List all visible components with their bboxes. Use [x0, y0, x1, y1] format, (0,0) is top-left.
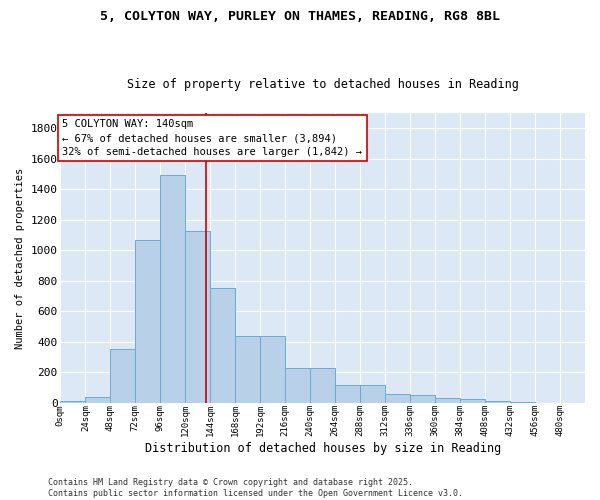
Bar — [135, 240, 160, 403]
Title: Size of property relative to detached houses in Reading: Size of property relative to detached ho… — [127, 78, 518, 91]
Bar — [510, 402, 535, 403]
Bar — [110, 348, 135, 403]
Bar — [460, 399, 485, 403]
X-axis label: Distribution of detached houses by size in Reading: Distribution of detached houses by size … — [145, 442, 501, 455]
Text: Contains HM Land Registry data © Crown copyright and database right 2025.
Contai: Contains HM Land Registry data © Crown c… — [48, 478, 463, 498]
Bar — [235, 336, 260, 403]
Bar — [410, 395, 435, 403]
Text: 5, COLYTON WAY, PURLEY ON THAMES, READING, RG8 8BL: 5, COLYTON WAY, PURLEY ON THAMES, READIN… — [100, 10, 500, 23]
Bar — [160, 175, 185, 403]
Bar — [285, 368, 310, 403]
Bar — [185, 231, 210, 403]
Bar — [260, 336, 285, 403]
Bar — [61, 402, 85, 403]
Bar — [335, 386, 360, 403]
Bar — [85, 398, 110, 403]
Y-axis label: Number of detached properties: Number of detached properties — [15, 168, 25, 348]
Bar — [310, 368, 335, 403]
Bar — [210, 288, 235, 403]
Bar — [435, 398, 460, 403]
Bar — [485, 400, 510, 403]
Bar — [385, 394, 410, 403]
Text: 5 COLYTON WAY: 140sqm
← 67% of detached houses are smaller (3,894)
32% of semi-d: 5 COLYTON WAY: 140sqm ← 67% of detached … — [62, 119, 362, 157]
Bar — [360, 386, 385, 403]
